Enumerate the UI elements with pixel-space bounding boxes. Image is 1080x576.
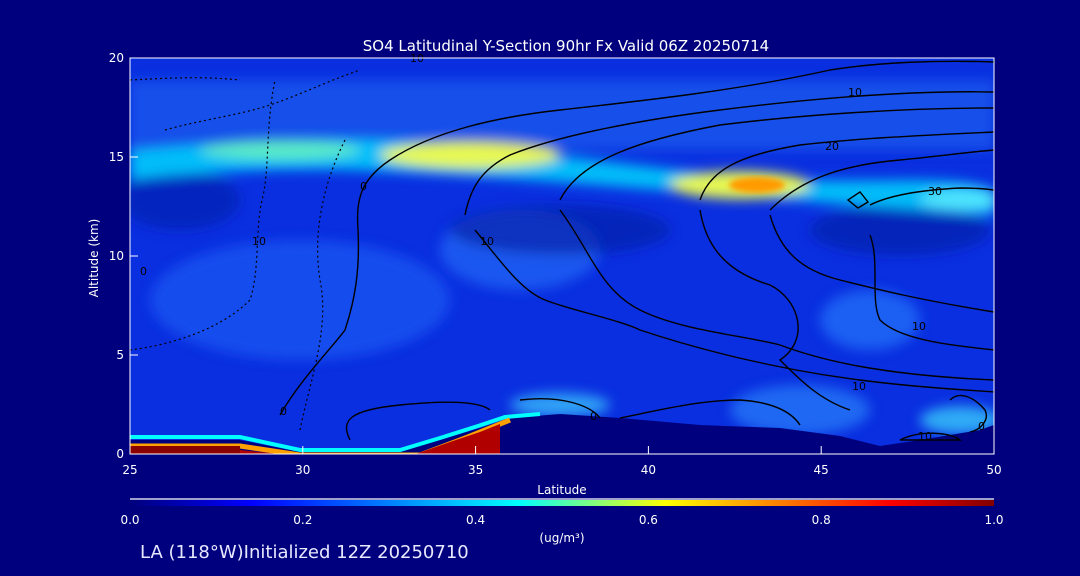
colorbar-tick-label: 0.4 — [466, 513, 485, 527]
y-tick-label: 5 — [116, 348, 124, 362]
contour-label: 10 — [918, 430, 932, 443]
contour-label: 10 — [852, 380, 866, 393]
chart-title: SO4 Latitudinal Y-Section 90hr Fx Valid … — [363, 37, 769, 55]
contour-label: 10 — [252, 235, 266, 248]
y-tick-label: 0 — [116, 447, 124, 461]
contour-label: 10 — [848, 86, 862, 99]
contour-lines-dotted — [130, 69, 361, 431]
y-tick-label: 20 — [109, 51, 124, 65]
contour-label: 20 — [825, 140, 839, 153]
x-axis: 25 30 35 40 45 50 — [122, 446, 1002, 477]
contour-label: 10 — [480, 235, 494, 248]
colorbar-tick-label: 0.0 — [120, 513, 139, 527]
y-axis-label: Altitude (km) — [87, 219, 101, 298]
contour-label: 10 — [912, 320, 926, 333]
colorbar-ticks: 0.0 0.2 0.4 0.6 0.8 1.0 — [120, 513, 1003, 527]
contour-labels: 0 10 10 10 20 30 10 0 0 10 0 10 10 0 — [140, 52, 985, 443]
y-tick-label: 15 — [109, 150, 124, 164]
contour-label: 0 — [978, 420, 985, 433]
contour-label: 0 — [140, 265, 147, 278]
x-tick-label: 30 — [295, 463, 310, 477]
contour-label: 0 — [280, 405, 287, 418]
colorbar-tick-label: 0.6 — [639, 513, 658, 527]
x-tick-label: 50 — [986, 463, 1001, 477]
x-tick-label: 25 — [122, 463, 137, 477]
heatmap-field — [130, 58, 994, 454]
contour-label: 0 — [360, 180, 367, 193]
colorbar — [130, 500, 994, 506]
colorbar-tick-label: 0.2 — [293, 513, 312, 527]
colorbar-tick-label: 0.8 — [812, 513, 831, 527]
colorbar-tick-label: 1.0 — [984, 513, 1003, 527]
contour-label: 30 — [928, 185, 942, 198]
y-tick-label: 10 — [109, 249, 124, 263]
y-axis: 0 5 10 15 20 — [109, 51, 138, 461]
x-axis-label: Latitude — [537, 483, 586, 497]
x-tick-label: 40 — [641, 463, 656, 477]
colorbar-unit-label: (ug/m³) — [539, 531, 584, 545]
terrain-mask — [130, 414, 994, 454]
contour-label: 0 — [590, 410, 597, 423]
x-tick-label: 35 — [468, 463, 483, 477]
x-tick-label: 45 — [814, 463, 829, 477]
initialization-label: LA (118°W)Initialized 12Z 20250710 — [140, 542, 469, 563]
contour-lines — [279, 60, 994, 441]
